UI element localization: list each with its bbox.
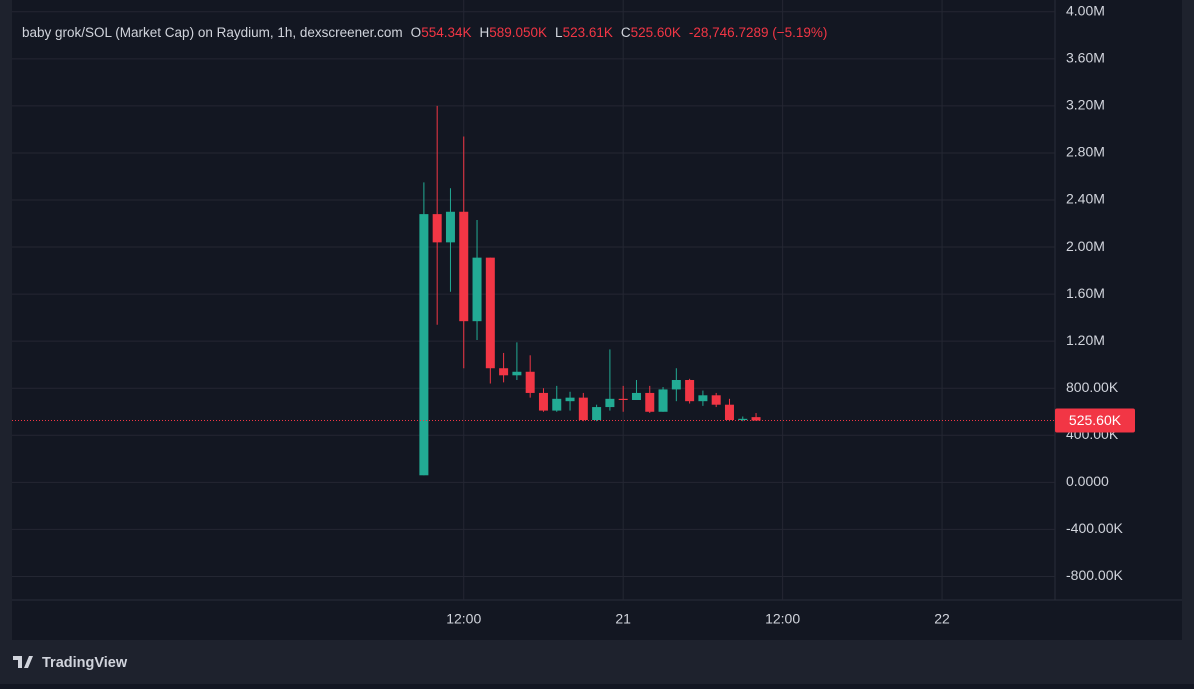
y-tick-label: 1.60M [1066,285,1105,301]
plot-bg [12,0,1182,640]
high-label: H [479,25,489,40]
change: -28,746.7289 (−5.19%) [689,25,827,40]
grid [12,0,1055,600]
candle-body [499,368,509,376]
y-tick-label: 2.80M [1066,144,1105,160]
open-value: 554.34K [421,25,471,40]
x-tick-label: 21 [615,611,631,627]
candle-body [645,392,655,412]
candle-body [445,211,455,243]
candle-body [552,398,562,411]
x-tick-label: 22 [934,611,950,627]
candles [419,105,761,476]
header: baby grok/SOL (Market Cap) on Raydium, 1… [22,25,827,40]
candle-body [472,257,482,322]
candle-body [711,395,721,405]
candle-body [512,371,522,376]
candle-body [538,392,548,411]
candle-body [738,418,748,420]
candle-body [525,371,535,393]
candle-body [618,398,628,400]
candle-body [685,380,695,402]
x-tick-label: 12:00 [446,611,481,627]
low-label: L [555,25,563,40]
y-tick-label: 800.00K [1066,379,1119,395]
last-price-box [1055,408,1135,433]
y-tick-label: -800.00K [1066,567,1123,583]
candle-body [658,389,668,412]
y-tick-label: 3.60M [1066,50,1105,66]
high-value: 589.050K [489,25,547,40]
open-label: O [411,25,422,40]
candle-body [485,257,495,369]
candle-body [671,380,681,390]
candle-body [724,404,734,420]
brand: TradingView [42,655,128,671]
candle-body [631,392,641,400]
candle-body [432,214,442,243]
low-value: 523.61K [563,25,613,40]
y-tick-label: 2.40M [1066,191,1105,207]
y-tick-label: 1.20M [1066,332,1105,348]
x-tick-label: 12:00 [765,611,800,627]
candle-body [565,397,575,402]
logo: TradingView [13,655,128,671]
candle-body [605,398,615,408]
last-price-label: 525.60K [1069,412,1122,428]
candle-body [578,397,588,420]
y-tick-label: -400.00K [1066,520,1123,536]
y-tick-label: 2.00M [1066,238,1105,254]
candle-body [459,211,469,322]
y-tick-label: 0.0000 [1066,473,1109,489]
chart-title: baby grok/SOL (Market Cap) on Raydium, 1… [22,25,403,40]
candle-body [419,214,429,476]
logo-icon [13,656,33,668]
candle-body [592,407,602,420]
y-tick-label: 3.20M [1066,97,1105,113]
close-label: C [621,25,631,40]
close-value: 525.60K [631,25,681,40]
y-tick-label: 4.00M [1066,2,1105,18]
candle-body [751,417,761,421]
candle-body [698,395,708,402]
